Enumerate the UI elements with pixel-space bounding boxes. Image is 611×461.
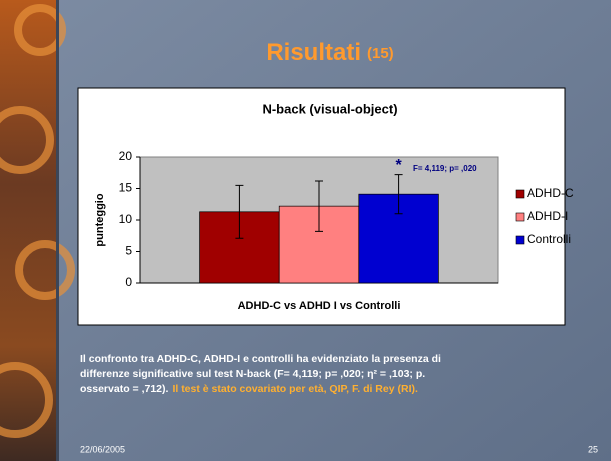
y-tick-label: 20 xyxy=(119,149,133,163)
legend-swatch xyxy=(516,213,524,221)
title-main: Risultati xyxy=(266,39,361,66)
y-tick-label: 10 xyxy=(119,212,133,226)
body-text: osservato = ,712). xyxy=(80,383,169,395)
body-line: osservato = ,712).Il test è stato covari… xyxy=(80,383,418,395)
footer-date: 22/06/2005 xyxy=(80,444,125,454)
body-line: differenze significative sul test N-back… xyxy=(80,368,425,380)
legend-swatch xyxy=(516,190,524,198)
slide: Risultati (15) N-back (visual-object) pun… xyxy=(0,0,611,461)
chart-title: N-back (visual-object) xyxy=(262,101,397,116)
legend-label: Controlli xyxy=(527,232,571,246)
y-axis-label: punteggio xyxy=(94,193,106,246)
legend-label: ADHD-C xyxy=(527,186,574,200)
title-number: (15) xyxy=(367,45,394,62)
y-tick-label: 0 xyxy=(125,275,132,289)
y-tick-label: 15 xyxy=(119,181,133,195)
annotation-marker: * xyxy=(395,157,402,174)
annotation: F= 4,119; p= ,020 xyxy=(413,164,477,173)
body-line: Il confronto tra ADHD-C, ADHD-I e contro… xyxy=(80,353,441,365)
body-highlight: Il test è stato covariato per età, QIP, … xyxy=(172,383,418,395)
legend-swatch xyxy=(516,236,524,244)
y-tick-label: 5 xyxy=(125,244,132,258)
footer-page: 25 xyxy=(588,444,598,454)
x-tick-label: ADHD-C vs ADHD I vs Controlli xyxy=(238,300,401,312)
divider xyxy=(56,0,59,461)
legend-label: ADHD-I xyxy=(527,209,568,223)
